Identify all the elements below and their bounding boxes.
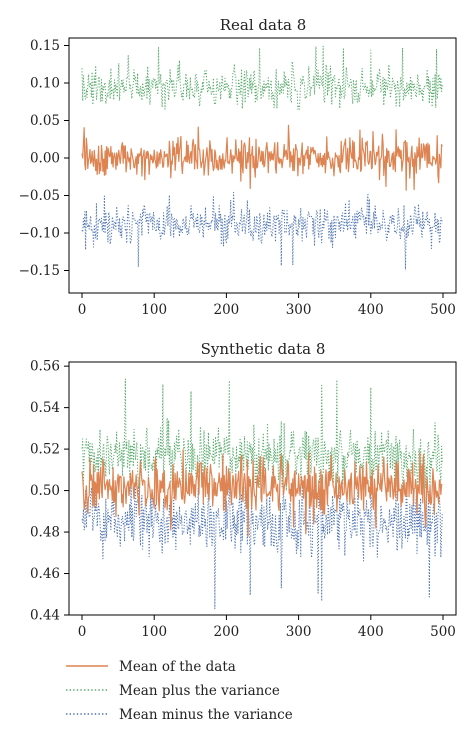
y-tick-label: 0.48: [30, 525, 60, 541]
chart-title: Synthetic data 8: [201, 340, 326, 358]
legend-label: Mean plus the variance: [119, 683, 280, 699]
y-tick-label: 0.00: [30, 151, 60, 167]
x-tick-label: 200: [214, 302, 240, 318]
legend-item-mean: Mean of the data: [66, 659, 236, 675]
y-tick-label: −0.05: [19, 188, 60, 204]
x-tick-label: 100: [141, 624, 167, 640]
y-tick-label: 0.50: [30, 483, 60, 499]
x-tick-label: 400: [358, 624, 384, 640]
legend: Mean of the data Mean plus the variance …: [66, 659, 293, 723]
y-tick-label: 0.56: [30, 359, 60, 375]
x-tick-label: 200: [214, 624, 240, 640]
plot-frame: [68, 37, 457, 294]
y-tick-label: 0.44: [30, 608, 60, 624]
legend-label: Mean of the data: [119, 659, 236, 675]
series-line-mean-plus-the-variance: [81, 45, 443, 110]
series-line-mean-minus-the-variance: [81, 485, 443, 610]
x-tick-label: 0: [78, 624, 87, 640]
y-tick-label: 0.15: [30, 38, 60, 54]
plot-frame: [68, 361, 457, 616]
x-tick-label: 0: [78, 302, 87, 318]
y-tick-label: −0.15: [19, 263, 60, 279]
x-tick-label: 300: [286, 624, 312, 640]
legend-label: Mean minus the variance: [119, 707, 293, 723]
legend-item-mean-minus-variance: Mean minus the variance: [66, 707, 293, 723]
synthetic-data-chart: Synthetic data 8 0 100 200 300 400 500 0.44 0.…: [30, 340, 457, 640]
x-tick-label: 300: [286, 302, 312, 318]
series-line-mean-of-the-data: [81, 449, 443, 537]
legend-item-mean-plus-variance: Mean plus the variance: [66, 683, 280, 699]
y-tick-label: −0.10: [19, 226, 60, 242]
x-tick-label: 500: [430, 624, 456, 640]
y-tick-label: 0.10: [30, 76, 60, 92]
real-data-chart: Real data 8 0 100 200 300 400 500 −0.15 −0.10 −…: [19, 16, 457, 318]
series-line-mean-of-the-data: [81, 124, 443, 191]
series-line-mean-minus-the-variance: [81, 191, 443, 271]
y-tick-label: 0.54: [30, 400, 60, 416]
y-tick-label: 0.46: [30, 566, 60, 582]
x-tick-label: 400: [358, 302, 384, 318]
y-tick-label: 0.52: [30, 442, 60, 458]
y-tick-label: 0.05: [30, 113, 60, 129]
series-line-mean-plus-the-variance: [81, 378, 443, 492]
chart-title: Real data 8: [220, 16, 307, 34]
x-tick-label: 100: [141, 302, 167, 318]
x-tick-label: 500: [430, 302, 456, 318]
